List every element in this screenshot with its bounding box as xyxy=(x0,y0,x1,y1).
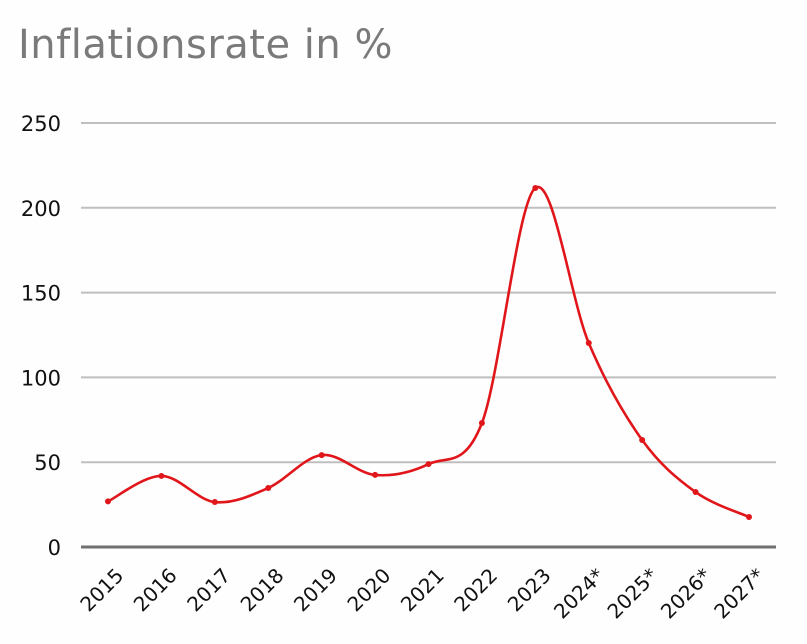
x-tick-label: 2020 xyxy=(342,563,395,616)
x-tick-label: 2021 xyxy=(396,563,449,616)
y-tick-label: 0 xyxy=(48,536,61,560)
x-tick-label: 2019 xyxy=(289,563,342,616)
x-tick-label: 2015 xyxy=(75,563,128,616)
x-tick-label: 2026* xyxy=(656,563,716,623)
y-tick-label: 250 xyxy=(21,112,61,136)
x-tick-label: 2016 xyxy=(129,563,182,616)
x-tick-label: 2022 xyxy=(449,563,502,616)
x-tick-label: 2025* xyxy=(602,563,662,623)
data-point-marker xyxy=(425,461,432,468)
data-point-marker xyxy=(318,452,325,459)
data-point-marker xyxy=(639,436,646,443)
x-axis-ticks: 2015 2016 2017 2018 2019 2020 2021 2022 20232024… xyxy=(75,563,769,623)
gridlines xyxy=(81,122,776,549)
x-tick-label: 2024* xyxy=(549,563,609,623)
data-point-marker xyxy=(211,499,218,506)
inflation-line xyxy=(107,185,750,519)
data-point-marker xyxy=(585,339,592,346)
data-point-marker xyxy=(265,484,272,491)
y-tick-label: 50 xyxy=(34,451,61,475)
data-point-marker xyxy=(105,498,111,505)
data-point-marker xyxy=(478,420,485,427)
x-tick-label: 2018 xyxy=(236,563,289,616)
data-point-marker xyxy=(158,472,165,479)
x-tick-label: 2027* xyxy=(709,563,769,623)
y-tick-label: 200 xyxy=(21,197,61,221)
y-axis-ticks: 0 50 100 150 200 250 xyxy=(21,112,61,560)
data-point-marker xyxy=(692,489,699,496)
y-tick-label: 100 xyxy=(21,366,61,390)
data-point-marker xyxy=(746,513,752,520)
data-point-marker xyxy=(372,471,379,478)
x-tick-label: 2023 xyxy=(503,563,556,616)
x-tick-label: 2017 xyxy=(182,563,235,616)
data-point-marker xyxy=(532,184,539,191)
y-tick-label: 150 xyxy=(21,282,61,306)
data-markers xyxy=(105,184,752,520)
chart-title: Inflationsrate in % xyxy=(18,22,393,68)
